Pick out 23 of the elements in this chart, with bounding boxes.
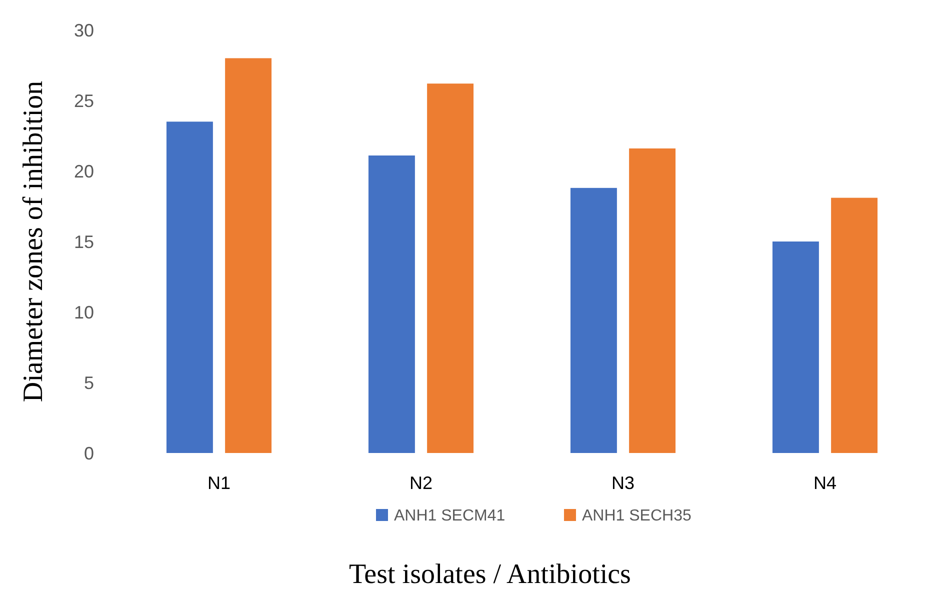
bar	[629, 148, 676, 453]
y-tick-label: 10	[74, 302, 94, 322]
x-tick-label: N1	[207, 473, 231, 493]
y-tick-label: 5	[84, 372, 94, 393]
x-tick-label: N3	[611, 473, 635, 493]
x-tick-label: N2	[409, 473, 433, 493]
y-tick-label: 25	[74, 90, 94, 111]
legend-label: ANH1 SECH35	[582, 508, 692, 525]
y-tick-label: 15	[74, 232, 94, 252]
bar	[368, 155, 415, 453]
x-tick-label: N4	[813, 473, 837, 493]
bar	[225, 58, 272, 453]
bar	[831, 198, 878, 453]
bar	[570, 188, 617, 453]
y-axis-title: Diameter zones of inhibition	[18, 80, 49, 402]
x-axis-title: Test isolates / Antibiotics	[349, 559, 631, 590]
legend-label: ANH1 SECM41	[394, 508, 506, 525]
bar	[166, 122, 213, 453]
y-tick-label: 20	[74, 161, 94, 182]
y-tick-label: 30	[74, 20, 94, 40]
bar	[772, 242, 819, 453]
bar	[427, 84, 474, 453]
y-tick-label: 0	[84, 443, 94, 464]
